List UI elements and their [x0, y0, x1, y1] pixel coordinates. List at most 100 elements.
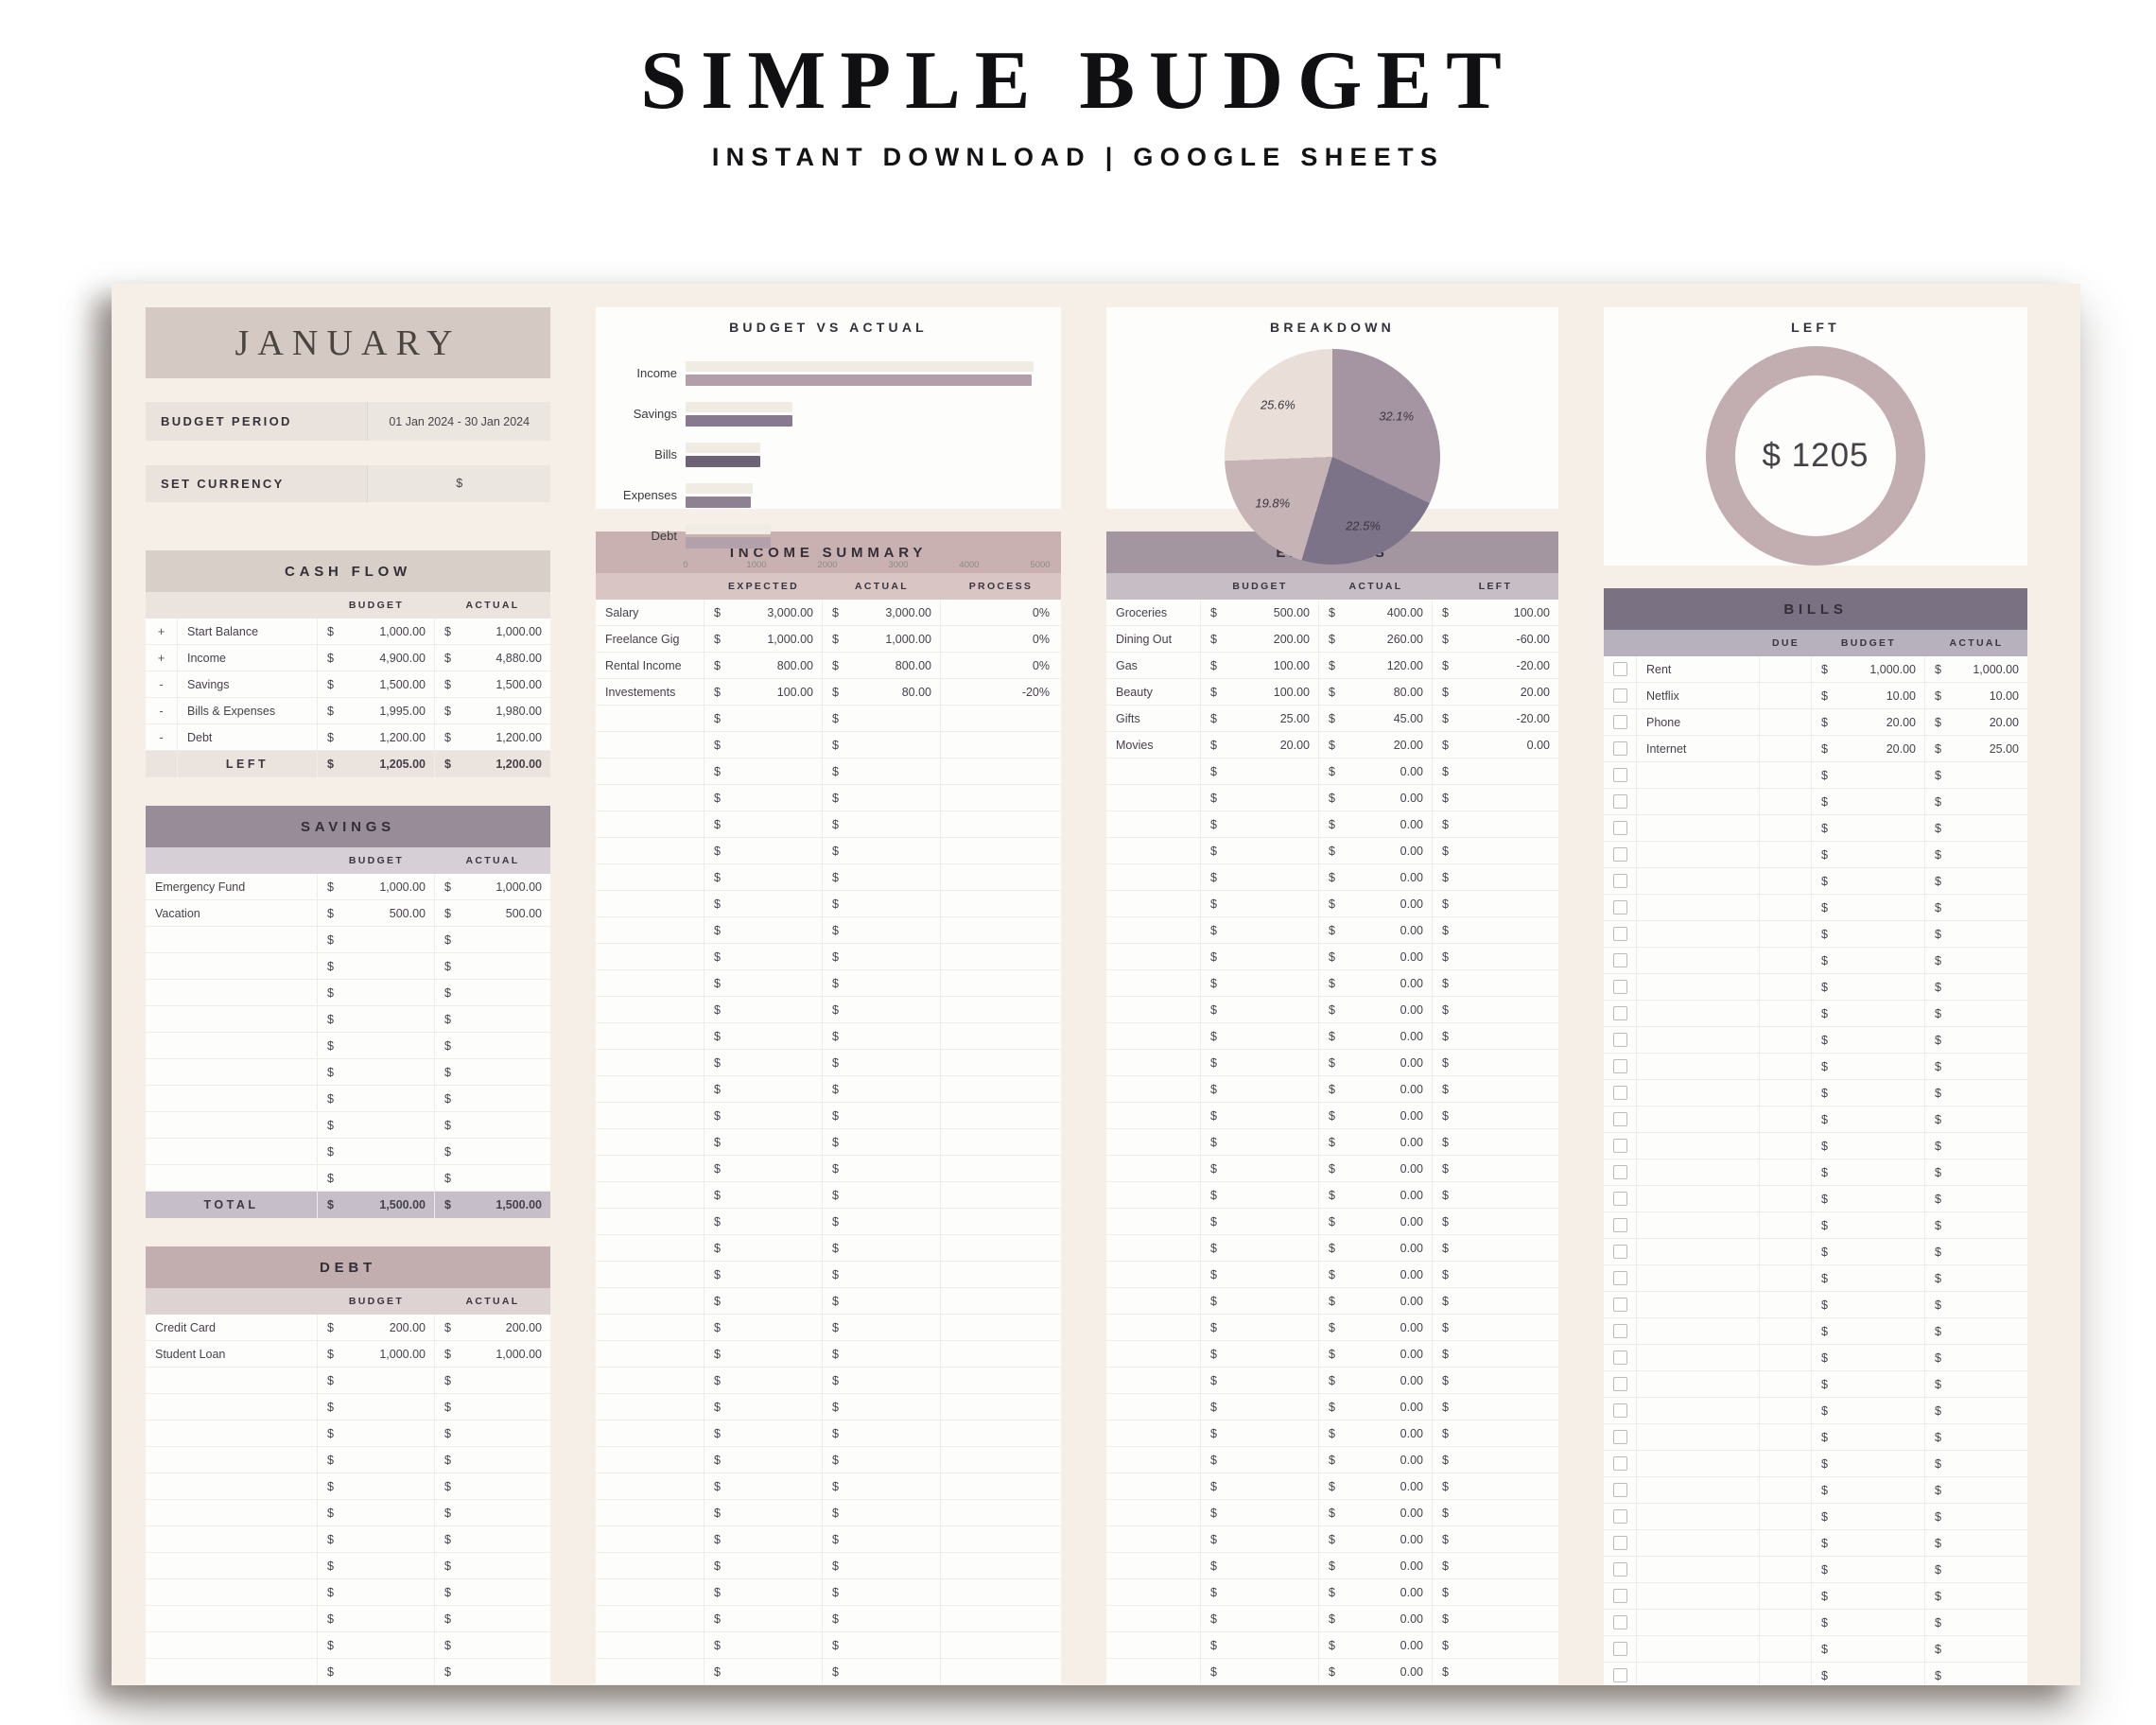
income-process-cell[interactable]	[941, 944, 1061, 969]
bill-due-cell[interactable]	[1760, 1106, 1812, 1132]
cash-flow-budget-cell[interactable]: $1,500.00	[318, 671, 435, 697]
bill-label-cell[interactable]	[1637, 1557, 1760, 1582]
expense-budget-cell[interactable]: $	[1201, 891, 1319, 916]
bill-budget-cell[interactable]: $20.00	[1812, 736, 1925, 761]
savings-actual-cell[interactable]: $	[435, 927, 550, 952]
expense-budget-cell[interactable]: $	[1201, 944, 1319, 969]
expense-label-cell[interactable]	[1106, 1394, 1201, 1420]
expense-actual-cell[interactable]: $0.00	[1319, 1023, 1433, 1049]
expense-left-cell[interactable]: $ -20.00	[1433, 706, 1558, 731]
expense-label-cell[interactable]	[1106, 997, 1201, 1022]
cash-flow-left-budget-cell[interactable]: $1,205.00	[318, 751, 435, 777]
income-process-cell[interactable]: -20%	[1021, 685, 1050, 699]
bill-due-cell[interactable]	[1760, 1477, 1812, 1503]
expense-budget-cell[interactable]: $	[1201, 838, 1319, 863]
savings-label-cell[interactable]	[146, 1139, 318, 1164]
bill-actual-cell[interactable]: $	[1925, 948, 2027, 973]
expense-label-cell[interactable]	[1106, 970, 1201, 996]
bill-due-cell[interactable]	[1760, 1318, 1812, 1344]
bill-actual-cell[interactable]: $	[1925, 1265, 2027, 1291]
bill-label-cell[interactable]	[1637, 921, 1760, 947]
bill-budget-cell[interactable]: $	[1812, 1212, 1925, 1238]
bill-budget-cell[interactable]: $	[1812, 1424, 1925, 1450]
bill-label-cell[interactable]	[1637, 868, 1760, 894]
income-label-cell[interactable]	[596, 997, 704, 1022]
bill-checkbox[interactable]	[1612, 1059, 1627, 1073]
expense-left-cell[interactable]: $	[1433, 1209, 1558, 1234]
savings-actual-cell[interactable]: $	[435, 1165, 550, 1191]
expense-budget-cell[interactable]: $	[1201, 1156, 1319, 1181]
expense-budget-cell[interactable]: $	[1201, 758, 1319, 784]
expense-left-cell[interactable]: $	[1433, 1288, 1558, 1314]
expense-left-cell[interactable]: $	[1433, 864, 1558, 890]
income-process-cell[interactable]	[941, 1235, 1061, 1261]
income-actual-cell[interactable]: $	[823, 864, 941, 890]
expense-budget-cell[interactable]: $	[1201, 1420, 1319, 1446]
expense-actual-cell[interactable]: $0.00	[1319, 997, 1433, 1022]
income-expected-cell[interactable]: $	[704, 970, 823, 996]
bill-budget-cell[interactable]: $	[1812, 762, 1925, 788]
expense-actual-cell[interactable]: $0.00	[1319, 1632, 1433, 1658]
income-label-cell[interactable]: Investements	[596, 679, 704, 705]
expense-actual-cell[interactable]: $0.00	[1319, 1447, 1433, 1472]
expense-actual-cell[interactable]: $0.00	[1319, 1182, 1433, 1208]
cash-flow-sign-cell[interactable]: -	[146, 724, 178, 750]
income-actual-cell[interactable]: $	[823, 785, 941, 810]
bill-label-cell[interactable]	[1637, 1133, 1760, 1159]
savings-label-cell[interactable]	[146, 1006, 318, 1032]
income-expected-cell[interactable]: $	[704, 1553, 823, 1578]
bill-label-cell[interactable]	[1637, 1186, 1760, 1211]
bill-due-cell[interactable]	[1760, 1292, 1812, 1317]
income-actual-cell[interactable]: $	[823, 1023, 941, 1049]
debt-label-cell[interactable]	[146, 1394, 318, 1420]
expense-label-cell[interactable]: Dining Out	[1106, 626, 1201, 652]
bill-actual-cell[interactable]: $	[1925, 1451, 2027, 1476]
income-label-cell[interactable]	[596, 1632, 704, 1658]
bill-due-cell[interactable]	[1760, 683, 1812, 708]
bill-budget-cell[interactable]: $	[1812, 1080, 1925, 1106]
bill-actual-cell[interactable]: $25.00	[1925, 736, 2027, 761]
savings-budget-cell[interactable]: $	[318, 1033, 435, 1058]
expense-actual-cell[interactable]: $0.00	[1319, 811, 1433, 837]
bill-due-cell[interactable]	[1760, 1001, 1812, 1026]
expense-budget-cell[interactable]: $	[1201, 1553, 1319, 1578]
expense-left-cell[interactable]: $	[1433, 811, 1558, 837]
bill-budget-cell[interactable]: $	[1812, 948, 1925, 973]
income-label-cell[interactable]	[596, 1473, 704, 1499]
expense-budget-cell[interactable]: $	[1201, 970, 1319, 996]
bill-label-cell[interactable]	[1637, 789, 1760, 814]
income-label-cell[interactable]	[596, 1262, 704, 1287]
bill-budget-cell[interactable]: $	[1812, 842, 1925, 867]
income-expected-cell[interactable]: $	[704, 732, 823, 758]
income-label-cell[interactable]	[596, 970, 704, 996]
income-process-cell[interactable]	[941, 1420, 1061, 1446]
debt-label-cell[interactable]	[146, 1368, 318, 1393]
savings-actual-cell[interactable]: $	[435, 1112, 550, 1138]
income-actual-cell[interactable]: $	[823, 1659, 941, 1684]
income-process-cell[interactable]	[941, 732, 1061, 758]
expense-left-cell[interactable]: $	[1433, 1606, 1558, 1631]
expense-label-cell[interactable]	[1106, 1103, 1201, 1128]
income-expected-cell[interactable]: $	[704, 1579, 823, 1605]
income-actual-cell[interactable]: $	[823, 1315, 941, 1340]
expense-left-cell[interactable]: $	[1433, 1447, 1558, 1472]
expense-budget-cell[interactable]: $	[1201, 1129, 1319, 1155]
bill-label-cell[interactable]	[1637, 1265, 1760, 1291]
income-label-cell[interactable]	[596, 1553, 704, 1578]
debt-actual-cell[interactable]: $	[435, 1659, 550, 1684]
income-expected-cell[interactable]: $	[704, 1473, 823, 1499]
bill-budget-cell[interactable]: $	[1812, 1610, 1925, 1635]
bill-actual-cell[interactable]: $	[1925, 1318, 2027, 1344]
expense-left-cell[interactable]: $	[1433, 1473, 1558, 1499]
income-process-cell[interactable]	[941, 1606, 1061, 1631]
income-expected-cell[interactable]: $	[704, 1394, 823, 1420]
bill-actual-cell[interactable]: $10.00	[1925, 683, 2027, 708]
bill-due-cell[interactable]	[1760, 1451, 1812, 1476]
debt-actual-cell[interactable]: $	[435, 1394, 550, 1420]
income-actual-cell[interactable]: $	[823, 1209, 941, 1234]
bill-label-cell[interactable]	[1637, 1239, 1760, 1264]
expense-label-cell[interactable]	[1106, 1579, 1201, 1605]
expense-budget-cell[interactable]: $	[1201, 1368, 1319, 1393]
bill-budget-cell[interactable]: $	[1812, 1318, 1925, 1344]
bill-budget-cell[interactable]: $	[1812, 1583, 1925, 1609]
